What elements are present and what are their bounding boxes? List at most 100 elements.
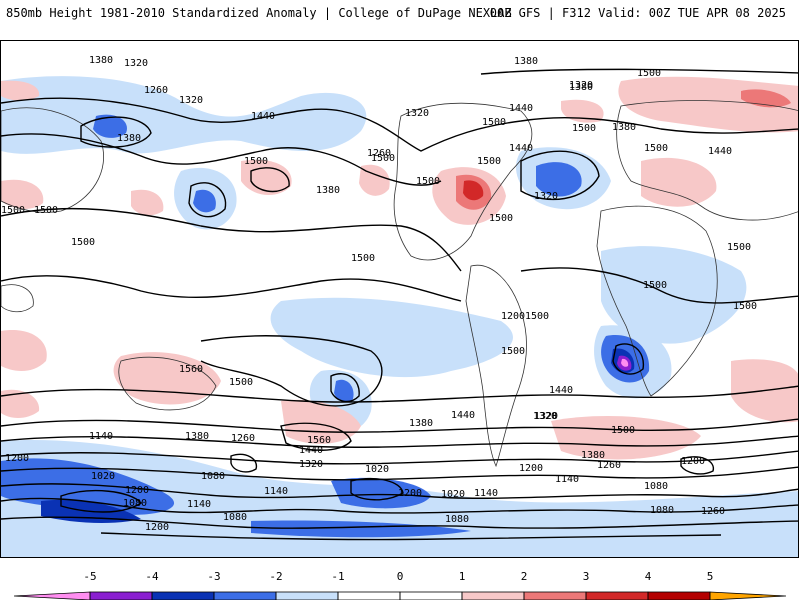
contour-label: 1320 <box>534 411 558 422</box>
contour-label: 1320 <box>533 411 557 422</box>
contour-label: 1200 <box>125 485 149 496</box>
header: 850mb Height 1981-2010 Standardized Anom… <box>0 0 800 30</box>
contour-label: 1560 <box>179 364 203 375</box>
colorbar-bin <box>13 591 91 601</box>
contour-label: 1260 <box>367 148 391 159</box>
contour-label: 1140 <box>264 486 288 497</box>
contour-label: 1080 <box>644 481 668 492</box>
contour-label: 1500 <box>733 301 757 312</box>
colorbar-bin <box>647 591 711 601</box>
coastlines <box>1 100 798 468</box>
contour-label: 1380 <box>316 185 340 196</box>
contour-label: 1200 <box>681 456 705 467</box>
contour-label: 1200 <box>519 463 543 474</box>
contour-label: 1380 <box>569 82 593 93</box>
contour-label: 1380 <box>612 122 636 133</box>
contour-label: 1500 <box>572 123 596 134</box>
colorbar-tick-label: 1 <box>458 570 466 583</box>
contour-labels: 1380 132012601320144013801500150014401380… <box>1 55 757 533</box>
height-contours <box>1 68 798 541</box>
contour-label: 1380 <box>89 55 113 66</box>
contour-label: 1440 <box>509 103 533 114</box>
contour-label: 1080 <box>123 498 147 509</box>
contour-label: 1260 <box>701 506 725 517</box>
contour-label: 1080 <box>201 471 225 482</box>
contour-label: 1440 <box>451 410 475 421</box>
colorbar-bin <box>523 591 587 601</box>
contour-label: 1320 <box>124 58 148 69</box>
contour-label: 1080 <box>650 505 674 516</box>
colorbar-bin <box>709 591 787 601</box>
contour-label: 1320 <box>534 191 558 202</box>
contour-label: 1500 <box>34 205 58 216</box>
contour-label: 1200 <box>398 488 422 499</box>
contour-label: 1440 <box>708 146 732 157</box>
contour-label: 1320 <box>569 80 593 91</box>
contour-label: 1500 <box>525 311 549 322</box>
contour-label: 1260 <box>144 85 168 96</box>
colorbar-tick-label: -2 <box>269 570 283 583</box>
contour-label: 1140 <box>187 499 211 510</box>
colorbar-tick-label: 3 <box>582 570 590 583</box>
contour-label: 1440 <box>549 385 573 396</box>
contour-label: 1500 <box>482 117 506 128</box>
contour-label: 1500 <box>416 176 440 187</box>
contour-label: 1500 <box>637 68 661 79</box>
colorbar-bin <box>461 591 525 601</box>
contour-label: 1380 <box>514 56 538 67</box>
colorbar-tick-label: -3 <box>207 570 221 583</box>
contour-label: 1440 <box>251 111 275 122</box>
contour-label: 1200 <box>501 311 525 322</box>
contour-label: 1080 <box>445 514 469 525</box>
contour-label: 1500 <box>244 156 268 167</box>
contour-label: 1020 <box>441 489 465 500</box>
contour-label: 1380 <box>185 431 209 442</box>
contour-label: 1500 <box>643 280 667 291</box>
contour-label: 1320 <box>179 95 203 106</box>
contour-label: 1500 <box>371 153 395 164</box>
contour-label: 1500 <box>1 205 25 216</box>
contour-label: 1380 <box>117 133 141 144</box>
contour-label: 1080 <box>223 512 247 523</box>
contour-label: 1500 <box>71 237 95 248</box>
colorbar-bin <box>151 591 215 601</box>
anomaly-map: 1380 132012601320144013801500150014401380… <box>1 55 798 557</box>
contour-label: 1320 <box>405 108 429 119</box>
contour-label: 1500 <box>611 425 635 436</box>
contour-label: 1260 <box>597 460 621 471</box>
contour-label: 1380 <box>581 450 605 461</box>
contour-label: 1320 <box>299 459 323 470</box>
colorbar-bin <box>337 591 401 601</box>
contour-label: 1020 <box>365 464 389 475</box>
colorbar-bin <box>89 591 153 601</box>
map-title: 850mb Height 1981-2010 Standardized Anom… <box>6 6 512 20</box>
colorbar-bin <box>585 591 649 601</box>
colorbar-bin <box>399 591 463 601</box>
colorbar: -5 -4 -3 -2 -1 0 1 2 3 4 5 <box>0 570 800 601</box>
contour-label: 1500 <box>477 156 501 167</box>
contour-label: 1140 <box>89 431 113 442</box>
model-run-info: 00Z GFS | F312 Valid: 00Z TUE APR 08 202… <box>489 6 786 20</box>
contour-label: 1560 <box>307 435 331 446</box>
contour-label: 1500 <box>351 253 375 264</box>
contour-label: 1200 <box>145 522 169 533</box>
contour-label: 1440 <box>299 445 323 456</box>
colorbar-tick-label: 5 <box>706 570 714 583</box>
colorbar-tick-label: 2 <box>520 570 528 583</box>
contour-label: 1500 <box>644 143 668 154</box>
contour-label: 1440 <box>509 143 533 154</box>
contour-label: 1140 <box>474 488 498 499</box>
contour-label: 1500 <box>489 213 513 224</box>
contour-label: 1500 <box>229 377 253 388</box>
colorbar-tick-label: 0 <box>396 570 404 583</box>
colorbar-tick-label: -5 <box>83 570 97 583</box>
map-panel: 1380 1320 1260 1320 1440 1380 1500 1500 1440 1380… <box>0 40 799 558</box>
colorbar-bin <box>213 591 277 601</box>
contour-label: 1500 <box>727 242 751 253</box>
colorbar-tick-label: 4 <box>644 570 652 583</box>
colorbar-bin <box>275 591 339 601</box>
contour-label: 1020 <box>91 471 115 482</box>
colorbar-tick-label: -1 <box>331 570 345 583</box>
contour-label: 1200 <box>5 453 29 464</box>
contour-label: 1380 <box>409 418 433 429</box>
